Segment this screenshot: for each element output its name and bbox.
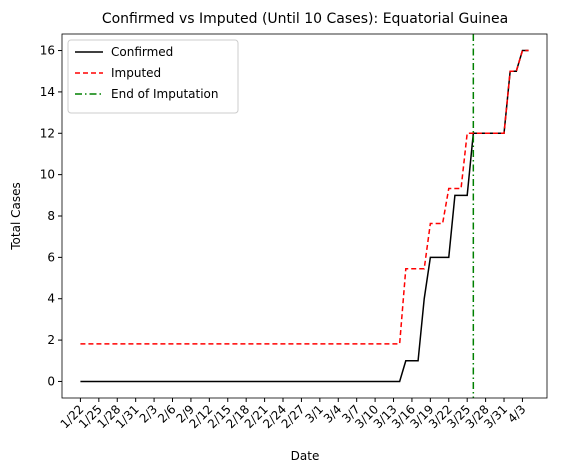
y-axis-label: Total Cases — [9, 182, 23, 250]
series-line — [80, 49, 529, 383]
legend-label: End of Imputation — [111, 87, 219, 101]
chart-title: Confirmed vs Imputed (Until 10 Cases): E… — [102, 11, 508, 27]
y-tick-label: 12 — [40, 126, 55, 140]
legend-label: Confirmed — [111, 45, 173, 59]
y-tick-label: 16 — [40, 44, 55, 58]
y-tick-label: 0 — [47, 374, 55, 388]
legend-box — [67, 39, 239, 114]
y-tick-label: 6 — [47, 250, 55, 264]
legend: Confirmed Imputed End of Imputation — [67, 39, 239, 114]
legend-label: Imputed — [111, 66, 161, 80]
y-tick-label: 4 — [47, 292, 55, 306]
x-tick-label: 4/3 — [505, 402, 529, 426]
axes-frame — [61, 33, 548, 399]
y-tick-label: 2 — [47, 333, 55, 347]
y-tick-label: 8 — [47, 209, 55, 223]
series-line — [80, 49, 529, 345]
x-axis-label: Date — [291, 449, 320, 463]
y-tick-label: 10 — [40, 168, 55, 182]
y-tick-label: 14 — [40, 85, 55, 99]
